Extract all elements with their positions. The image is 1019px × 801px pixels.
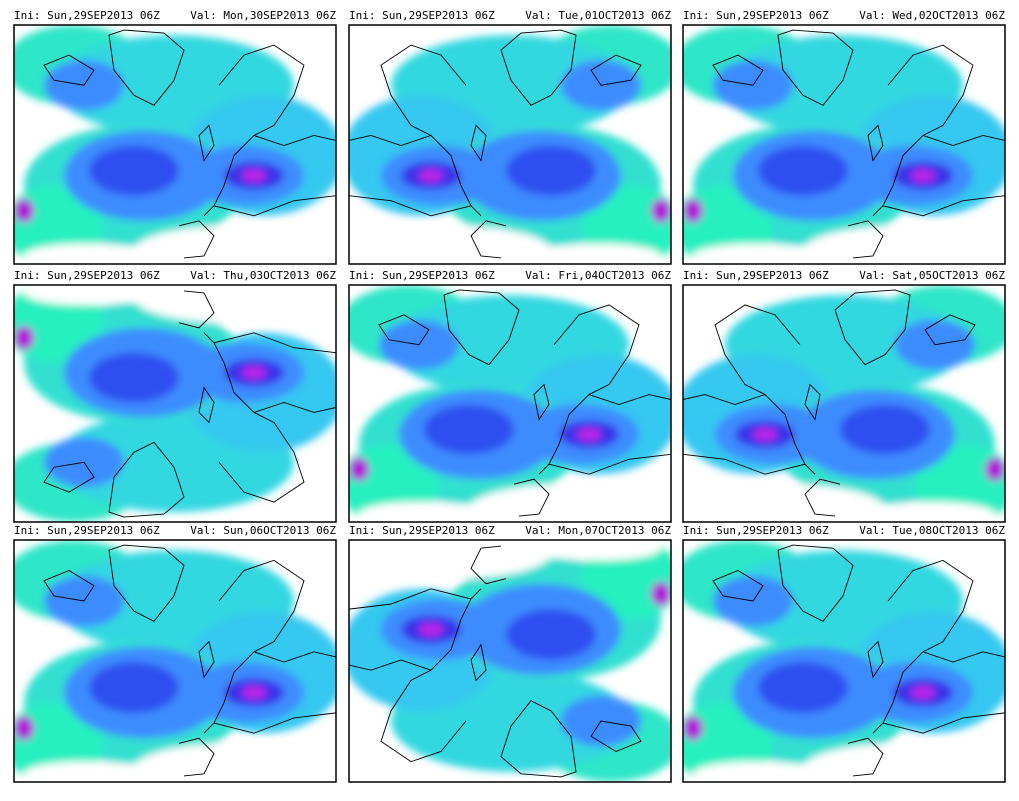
map-panel [673,24,1013,276]
precip-field [673,540,1013,794]
map-panel [4,24,344,276]
map-frame [13,24,337,265]
precip-field [4,273,344,522]
precip-image [339,285,679,534]
valid-time: Val: Fri,04OCT2013 06Z [525,269,671,282]
valid-time: Val: Wed,02OCT2013 06Z [859,9,1005,22]
map-panel [339,284,679,534]
map-frame [682,284,1006,523]
valid-time: Val: Tue,08OCT2013 06Z [859,524,1005,537]
init-time: Ini: Sun,29SEP2013 06Z [349,269,495,282]
map-frame [13,284,337,523]
map-panel [4,539,344,794]
valid-time: Val: Thu,03OCT2013 06Z [190,269,336,282]
init-time: Ini: Sun,29SEP2013 06Z [683,9,829,22]
valid-time: Val: Sat,05OCT2013 06Z [859,269,1005,282]
map-panel [675,284,1015,534]
precip-image [673,25,1013,276]
precip-field [675,285,1015,534]
precip-image [4,273,344,522]
init-time: Ini: Sun,29SEP2013 06Z [14,524,160,537]
precip-field [341,25,681,276]
precip-image [341,25,681,276]
init-time: Ini: Sun,29SEP2013 06Z [14,9,160,22]
init-time: Ini: Sun,29SEP2013 06Z [683,269,829,282]
valid-time: Val: Mon,07OCT2013 06Z [525,524,671,537]
precip-field [4,540,344,794]
valid-time: Val: Mon,30SEP2013 06Z [190,9,336,22]
map-frame [348,24,672,265]
init-time: Ini: Sun,29SEP2013 06Z [14,269,160,282]
init-time: Ini: Sun,29SEP2013 06Z [683,524,829,537]
map-panel [341,528,681,783]
map-panel [4,273,344,523]
precip-image [673,540,1013,794]
precip-image [675,285,1015,534]
map-frame [13,539,337,783]
map-panel [341,24,681,276]
map-frame [682,539,1006,783]
map-frame [682,24,1006,265]
precip-image [4,25,344,276]
precip-field [673,25,1013,276]
precip-field [341,528,681,782]
precip-image [4,540,344,794]
precip-field [4,25,344,276]
valid-time: Val: Sun,06OCT2013 06Z [190,524,336,537]
precip-field [339,285,679,534]
map-panel [673,539,1013,794]
init-time: Ini: Sun,29SEP2013 06Z [349,524,495,537]
map-frame [348,284,672,523]
valid-time: Val: Tue,01OCT2013 06Z [525,9,671,22]
map-frame [348,539,672,783]
init-time: Ini: Sun,29SEP2013 06Z [349,9,495,22]
precip-image [341,528,681,782]
